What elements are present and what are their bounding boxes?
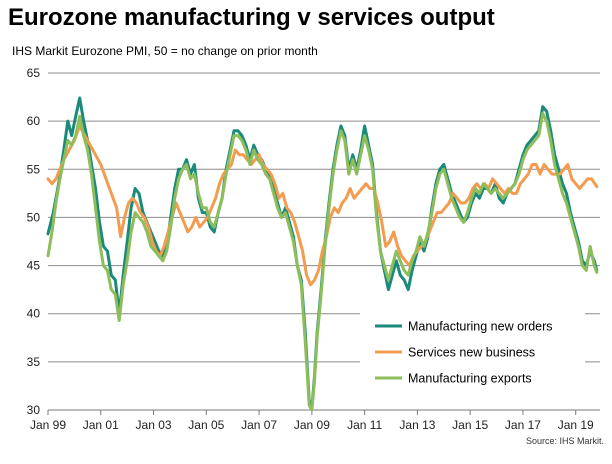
x-tick-label: Jan 13 (399, 418, 435, 432)
y-axis-ticks: 30 35 40 45 50 55 60 65 (27, 66, 41, 417)
x-tick-label: Jan 99 (30, 418, 66, 432)
y-tick-label: 30 (27, 403, 41, 417)
chart-title: Eurozone manufacturing v services output (8, 4, 495, 31)
y-tick-label: 60 (27, 114, 41, 128)
x-axis: Jan 99 Jan 01 Jan 03 Jan 05 Jan 07 Jan 09 Jan … (30, 409, 600, 432)
legend: Manufacturing new orders Services new bus… (360, 308, 585, 392)
series-lines (46, 96, 599, 412)
x-tick-label: Jan 19 (558, 418, 594, 432)
legend-entry-0: Manufacturing new orders (408, 320, 553, 334)
y-tick-label: 40 (27, 307, 41, 321)
x-tick-label: Jan 05 (188, 418, 224, 432)
x-tick-label: Jan 09 (294, 418, 330, 432)
chart-subtitle: IHS Markit Eurozone PMI, 50 = no change … (12, 44, 318, 58)
x-tick-label: Jan 07 (241, 418, 277, 432)
y-tick-label: 35 (27, 355, 41, 369)
x-tick-label: Jan 01 (83, 418, 119, 432)
x-tick-label: Jan 17 (505, 418, 541, 432)
x-tick-label: Jan 03 (136, 418, 172, 432)
series-line-2 (46, 111, 599, 412)
y-tick-label: 55 (27, 162, 41, 176)
x-tick-label: Jan 11 (347, 418, 382, 432)
source-note: Source: IHS Markit. (525, 436, 604, 446)
y-tick-label: 45 (27, 259, 41, 273)
legend-entry-2: Manufacturing exports (408, 372, 532, 386)
y-tick-label: 65 (27, 66, 41, 80)
y-tick-label: 50 (27, 210, 41, 224)
legend-entry-1: Services new business (408, 346, 535, 360)
x-tick-label: Jan 15 (452, 418, 488, 432)
